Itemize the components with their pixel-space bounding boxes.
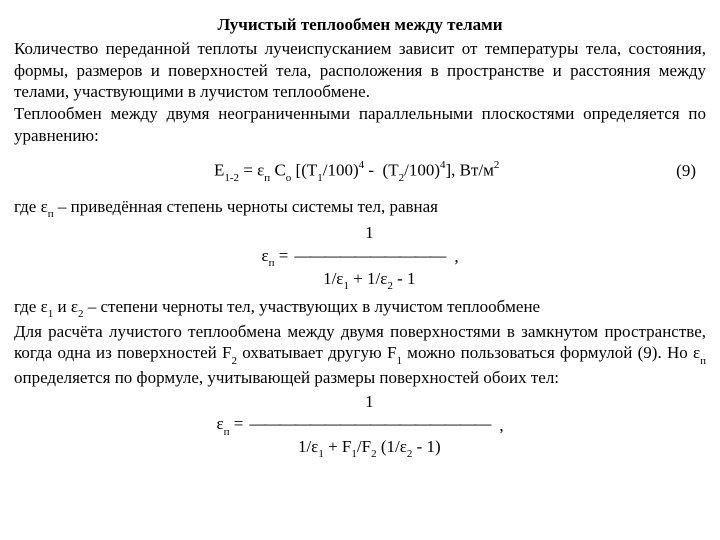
- p4-s1: 1: [396, 355, 402, 367]
- fraction-epsilon-1: εп = 1 —————————— 1/ε1 + 1/ε2 - 1 ,: [14, 222, 706, 292]
- eq9-lhs-sym: E: [214, 160, 224, 179]
- eq9-c: C: [274, 160, 285, 179]
- frac2-den-b: + F: [324, 437, 352, 456]
- paragraph-intro: Количество переданной теплоты лучеиспуск…: [14, 38, 706, 103]
- eq9-t2-sub: 2: [399, 172, 405, 184]
- eq9-lhs-sub: 1-2: [224, 172, 239, 184]
- frac1-num: 1: [359, 222, 380, 244]
- frac1-den-s2: 2: [387, 280, 393, 292]
- frac2-eps-sub: п: [224, 426, 230, 438]
- frac1-suffix: ,: [444, 246, 458, 268]
- document-page: Лучистый теплообмен между телами Количес…: [0, 0, 720, 540]
- frac2-den-s2: 2: [407, 448, 413, 460]
- p3-s1: 1: [48, 308, 54, 320]
- frac1-den-a: 1/ε: [323, 269, 343, 288]
- epsilon12-definition: где ε1 и ε2 – степени черноты тел, участ…: [14, 296, 706, 320]
- p4-d: определяется по формуле, учитывающей раз…: [14, 368, 559, 387]
- fraction-epsilon-2: εп = 1 ———————————————— 1/ε1 + F1/F2 (1/…: [14, 391, 706, 461]
- p3-c: – степени черноты тел, участвующих в луч…: [83, 297, 540, 316]
- paragraph-equation-intro: Теплообмен между двумя неограниченными п…: [14, 103, 706, 147]
- p4-s2: 2: [231, 355, 237, 367]
- eps-def-b: – приведённая степень черноты системы те…: [54, 197, 438, 216]
- eps-def-sub: п: [48, 208, 54, 220]
- frac2-den-a: 1/ε: [298, 437, 318, 456]
- frac2-den-s2f: 2: [371, 448, 377, 460]
- p3-s2: 2: [78, 308, 84, 320]
- p3-a: где ε: [14, 297, 48, 316]
- p4-b: охватывает другую F: [237, 343, 396, 362]
- frac1-den-s1: 1: [343, 280, 349, 292]
- frac1-eps: ε: [261, 246, 268, 265]
- p4-c: можно пользоваться формулой (9). Но ε: [402, 343, 700, 362]
- frac2-den-c: /F: [357, 437, 371, 456]
- eq9-t1-sub: 1: [317, 172, 323, 184]
- epsilon-definition-line: где εп – приведённая степень черноты сис…: [14, 196, 706, 220]
- eq9-t1: T: [307, 160, 317, 179]
- frac2-line: ————————————————: [249, 413, 489, 435]
- frac1-den-c: - 1: [393, 269, 416, 288]
- frac2-num: 1: [359, 391, 380, 413]
- frac2-den-d: (1/ε: [377, 437, 407, 456]
- eq9-c-sub: o: [286, 172, 292, 184]
- eq9-p4a: 4: [359, 159, 365, 171]
- eq9-t2: T: [388, 160, 398, 179]
- eps-def-a: где ε: [14, 197, 48, 216]
- enclosed-surfaces-paragraph: Для расчёта лучистого теплообмена между …: [14, 321, 706, 389]
- equation-number-9: (9): [676, 160, 706, 182]
- page-title: Лучистый теплообмен между телами: [14, 14, 706, 36]
- eq9-eps-sub: п: [264, 172, 270, 184]
- frac2-den-e: - 1): [412, 437, 440, 456]
- eq9-units-pre: , Вт/м: [451, 160, 494, 179]
- frac1-eps-sub: п: [269, 257, 275, 269]
- eq9-units-sup: 2: [494, 159, 500, 171]
- frac1-den-b: + 1/ε: [349, 269, 387, 288]
- frac2-suffix: ,: [489, 415, 503, 437]
- equation-9: E1-2 = εп Co [(T1/100)4 - (T2/100)4], Вт…: [14, 159, 706, 184]
- frac2-eq: =: [229, 414, 243, 433]
- frac2-eps: ε: [216, 414, 223, 433]
- eq9-p4b: 4: [440, 159, 446, 171]
- frac1-eq: =: [274, 246, 288, 265]
- frac1-line: ——————————: [294, 245, 444, 267]
- frac2-den-s1: 1: [318, 448, 324, 460]
- p3-b: и ε: [53, 297, 78, 316]
- frac2-den-s1f: 1: [351, 448, 357, 460]
- p4-sp: п: [700, 355, 706, 367]
